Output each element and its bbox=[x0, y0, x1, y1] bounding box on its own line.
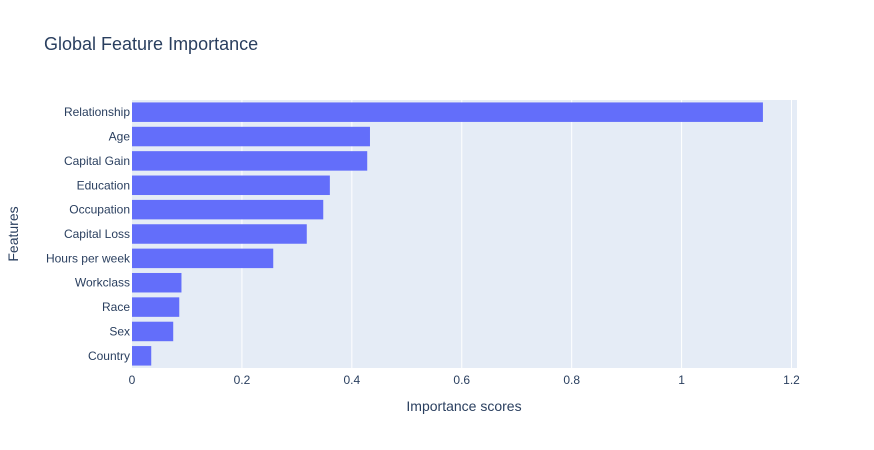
y-tick-label: Sex bbox=[109, 324, 130, 338]
y-tick-labels: Relationship Age Capital Gain Education Occu… bbox=[46, 105, 131, 363]
x-tick-label: 0 bbox=[129, 373, 136, 387]
bar-education bbox=[132, 175, 330, 196]
bar-relationship bbox=[132, 102, 763, 122]
bar-hours-per-week bbox=[132, 248, 274, 269]
bar-capital-gain bbox=[132, 151, 368, 171]
y-tick-label: Age bbox=[109, 130, 131, 144]
x-tick-label: 0.2 bbox=[234, 373, 251, 387]
bar-country bbox=[132, 346, 152, 366]
x-tick-label: 0.6 bbox=[453, 373, 470, 387]
x-tick-label: 1 bbox=[678, 373, 685, 387]
x-tick-label: 0.4 bbox=[343, 373, 360, 387]
x-tick-labels: 0 0.2 0.4 0.6 0.8 1 1.2 bbox=[129, 373, 801, 387]
bar-workclass bbox=[132, 272, 182, 293]
y-tick-label: Race bbox=[102, 300, 130, 314]
x-tick-label: 1.2 bbox=[783, 373, 800, 387]
bar-age bbox=[132, 126, 370, 147]
bar-sex bbox=[132, 321, 174, 342]
x-tick-label: 0.8 bbox=[563, 373, 580, 387]
y-tick-label: Occupation bbox=[69, 203, 130, 217]
y-tick-label: Capital Gain bbox=[64, 154, 130, 168]
y-tick-label: Country bbox=[88, 349, 130, 363]
y-axis-title: Features bbox=[5, 206, 21, 261]
bar-race bbox=[132, 297, 180, 317]
y-tick-label: Workclass bbox=[75, 276, 130, 290]
chart-title: Global Feature Importance bbox=[44, 34, 258, 54]
x-axis-title: Importance scores bbox=[406, 398, 521, 414]
y-tick-label: Capital Loss bbox=[64, 227, 130, 241]
y-tick-label: Education bbox=[77, 178, 130, 192]
bar-occupation bbox=[132, 199, 324, 220]
y-tick-label: Hours per week bbox=[46, 251, 131, 265]
bar-capital-loss bbox=[132, 224, 307, 244]
bars bbox=[132, 102, 763, 366]
y-tick-label: Relationship bbox=[64, 105, 130, 119]
